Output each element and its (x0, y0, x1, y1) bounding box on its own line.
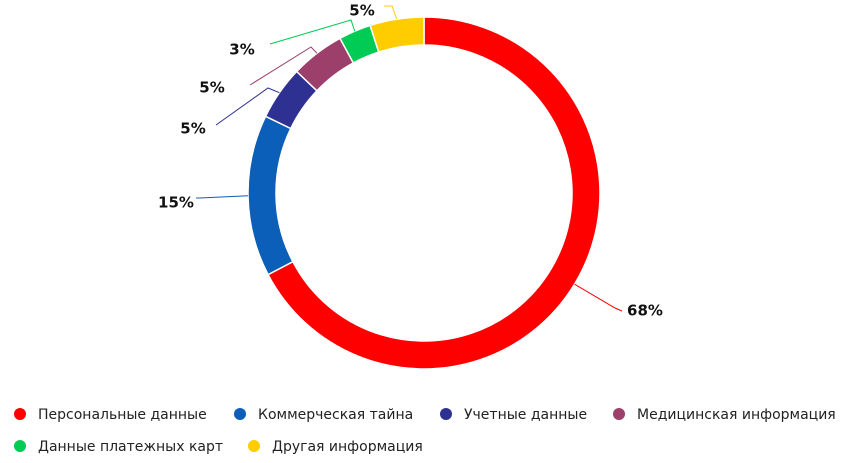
legend-label: Медицинская информация (637, 407, 836, 423)
legend-marker (234, 408, 246, 420)
legend-marker (613, 408, 625, 420)
value-label: 15% (158, 194, 194, 212)
leader-line (249, 46, 318, 86)
value-label: 68% (627, 302, 663, 320)
leader-line (269, 19, 356, 45)
leader-line (384, 5, 398, 20)
value-label: 5% (180, 120, 205, 138)
legend-marker (440, 408, 452, 420)
leader-line (574, 283, 623, 312)
legend-marker (14, 408, 26, 420)
value-label: 5% (349, 2, 374, 20)
leader-line (215, 87, 280, 126)
slice (247, 115, 294, 276)
leader-line (196, 195, 249, 199)
legend-label: Учетные данные (464, 407, 587, 423)
legend-label: Коммерческая тайна (258, 407, 413, 423)
legend-label: Другая информация (272, 439, 423, 455)
value-label: 5% (199, 79, 224, 97)
legend-marker (14, 440, 26, 452)
slice (369, 16, 425, 54)
legend-label: Персональные данные (38, 407, 207, 423)
slice (267, 16, 601, 370)
legend-label: Данные платежных карт (38, 439, 223, 455)
legend-marker (248, 440, 260, 452)
value-label: 3% (229, 41, 254, 59)
